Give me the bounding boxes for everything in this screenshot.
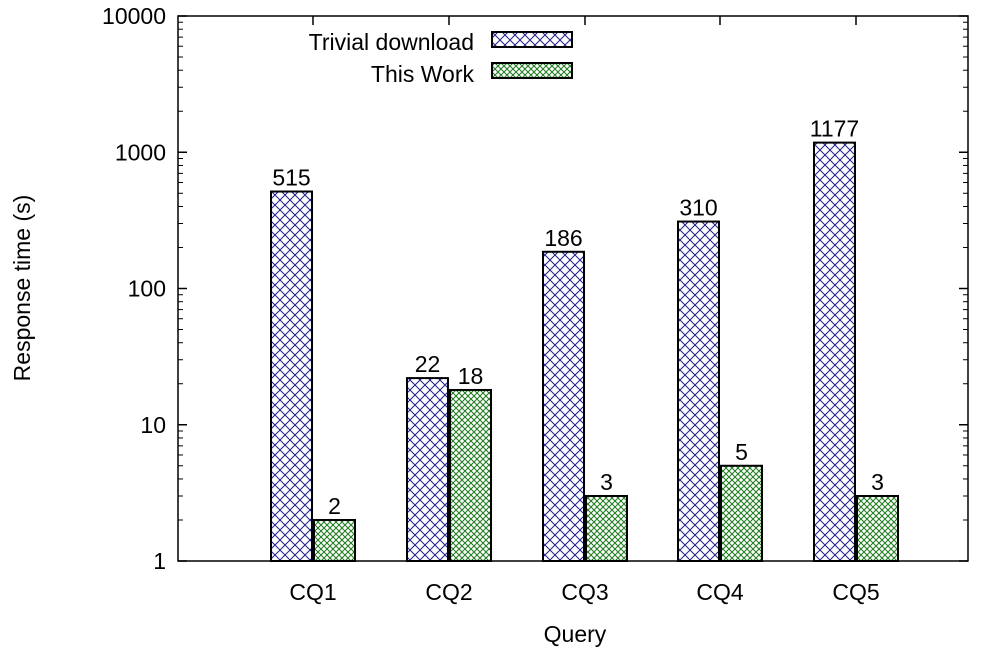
x-axis-title: Query (544, 621, 607, 647)
y-axis-title: Response time (s) (9, 195, 35, 382)
bar-value-label: 5 (735, 439, 748, 465)
y-tick-label: 1 (153, 548, 166, 574)
bar-this-work (449, 388, 492, 562)
bar-this-work (313, 518, 356, 563)
bar-trivial-download (677, 220, 720, 562)
x-tick-label: CQ1 (289, 579, 336, 605)
bar-trivial-download (813, 141, 856, 562)
legend-label-trivial-download: Trivial download (309, 29, 474, 55)
y-tick-label: 1000 (115, 139, 166, 165)
bar-trivial-download (406, 377, 449, 562)
bar-value-label: 22 (415, 351, 441, 377)
bar-this-work (856, 494, 899, 562)
bar-trivial-download (270, 190, 313, 562)
y-tick-label: 10000 (102, 3, 166, 29)
x-tick-label: CQ2 (425, 579, 472, 605)
bar-value-label: 515 (272, 165, 310, 191)
legend-swatch-trivial-download (491, 31, 573, 48)
y-tick-label: 100 (128, 276, 166, 302)
bar-value-label: 2 (328, 493, 341, 519)
bar-this-work (720, 464, 763, 563)
x-tick-label: CQ4 (696, 579, 744, 605)
bar-trivial-download (542, 250, 585, 562)
y-tick-label: 10 (140, 412, 166, 438)
x-axis: CQ1 CQ2 CQ3 CQ4 CQ5 (289, 16, 880, 605)
x-tick-label: CQ5 (832, 579, 879, 605)
bar-value-label: 1177 (810, 116, 859, 142)
legend: Trivial download This Work (309, 29, 573, 87)
x-tick-label: CQ3 (561, 579, 608, 605)
bar-value-label: 3 (871, 469, 884, 495)
bar-value-label: 310 (679, 195, 717, 221)
bar-value-label: 18 (458, 363, 484, 389)
bar-value-label: 3 (600, 469, 613, 495)
data-labels: 515 22 186 310 1177 2 18 3 5 3 (272, 116, 884, 519)
bar-value-label: 186 (544, 225, 582, 251)
legend-swatch-this-work (491, 62, 573, 79)
bars (270, 141, 899, 563)
legend-label-this-work: This Work (371, 61, 475, 87)
y-axis: 1 10 100 1000 10000 (102, 3, 968, 574)
bar-this-work (585, 494, 628, 562)
